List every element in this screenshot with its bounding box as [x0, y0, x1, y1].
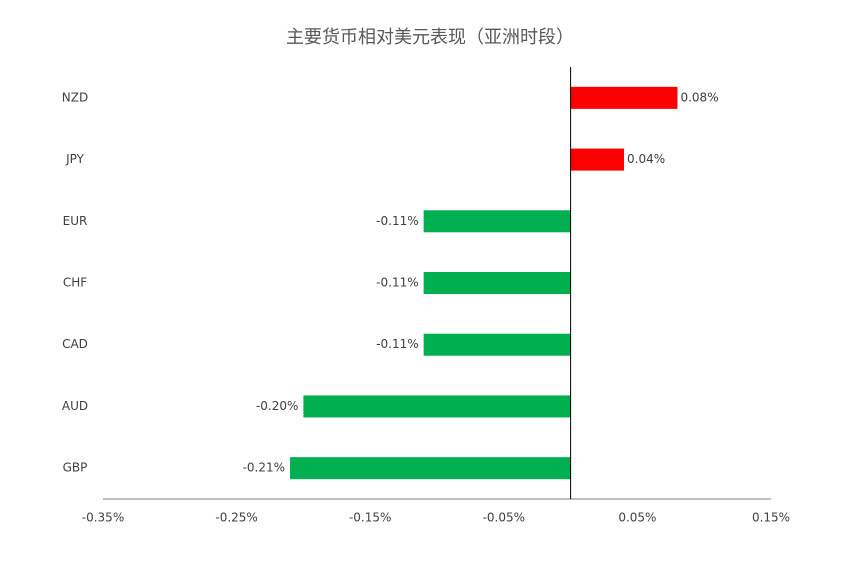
chart-title: 主要货币相对美元表现（亚洲时段） — [286, 27, 574, 48]
bar — [423, 272, 571, 294]
value-label: -0.21% — [243, 461, 285, 475]
bar — [303, 395, 571, 418]
y-tick-label: EUR — [63, 214, 88, 228]
value-label: 0.08% — [680, 90, 718, 104]
x-tick-label: -0.15% — [349, 511, 391, 525]
value-label: -0.11% — [376, 337, 418, 351]
x-tick-label: -0.25% — [215, 511, 257, 525]
bar — [290, 457, 571, 480]
y-tick-label: AUD — [62, 399, 88, 413]
bar — [423, 333, 571, 356]
value-label: -0.11% — [376, 276, 418, 290]
x-tick-label: 0.05% — [618, 511, 656, 525]
x-tick-label: -0.35% — [82, 511, 124, 525]
value-label: -0.11% — [376, 214, 418, 228]
value-label: 0.04% — [627, 152, 665, 166]
y-tick-label: NZD — [62, 90, 88, 104]
y-tick-label: CHF — [63, 276, 87, 290]
x-tick-label: -0.05% — [483, 511, 525, 525]
y-tick-label: GBP — [63, 461, 88, 475]
y-tick-label: CAD — [62, 337, 88, 351]
bar — [570, 148, 625, 171]
y-tick-label: JPY — [65, 152, 85, 166]
value-label: -0.20% — [256, 399, 298, 413]
bar — [570, 86, 678, 109]
bar — [423, 210, 571, 233]
x-tick-label: 0.15% — [752, 511, 790, 525]
